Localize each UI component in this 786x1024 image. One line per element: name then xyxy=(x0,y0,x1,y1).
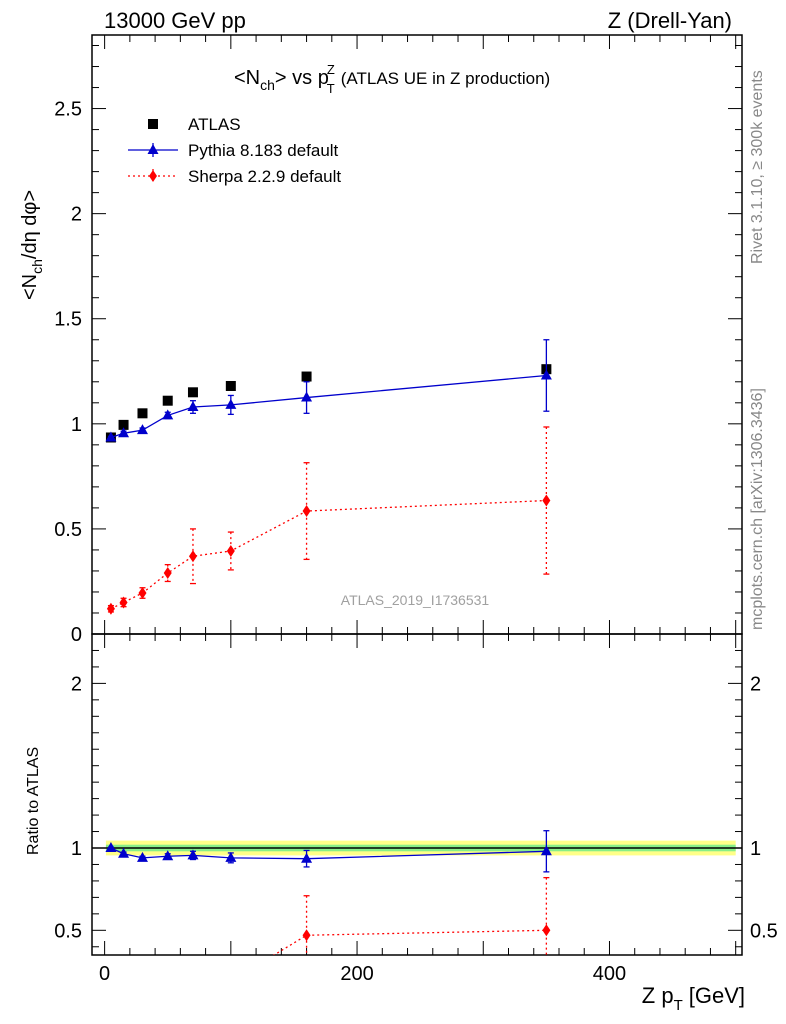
ratio-frame xyxy=(91,633,743,956)
y-tick-label: 0 xyxy=(71,624,82,646)
upper-point xyxy=(225,380,236,391)
legend-label: ATLAS xyxy=(188,115,241,134)
upper-point xyxy=(106,602,115,615)
upper-point xyxy=(542,494,551,507)
rivet-label: Rivet 3.1.10, ≥ 300k events xyxy=(749,70,766,264)
y-tick-label: 1.5 xyxy=(54,309,82,331)
ratio-point xyxy=(187,849,199,860)
ratio-point xyxy=(540,845,552,856)
y-tick-label: 2 xyxy=(71,204,82,226)
legend-label: Sherpa 2.2.9 default xyxy=(188,167,341,186)
upper-line-triangle xyxy=(110,374,547,439)
ratio-series-diamond xyxy=(272,876,551,955)
upper-point xyxy=(162,395,173,406)
legend-label: Pythia 8.183 default xyxy=(188,141,339,160)
upper-series-diamond xyxy=(106,426,551,615)
ratio-point xyxy=(105,842,117,852)
ratio-point xyxy=(542,924,551,937)
upper-point xyxy=(105,431,117,442)
x-tick-label: 200 xyxy=(340,963,373,985)
main-title: <Nch> vs pZ T(ATLAS UE in Z production) xyxy=(234,62,550,96)
legend-marker xyxy=(147,144,159,154)
ratio-y-tick-label-right: 1 xyxy=(750,838,761,860)
upper-panel: 0 0.5 1 1.5 2 2.5 xyxy=(54,34,743,646)
legend-marker xyxy=(148,119,158,129)
upper-point xyxy=(163,567,172,580)
upper-point xyxy=(162,409,174,420)
ratio-point xyxy=(118,847,130,858)
y-tick-label: 1 xyxy=(71,414,82,436)
x-tick-label: 400 xyxy=(593,963,626,985)
upper-point xyxy=(118,427,130,438)
ratio-point xyxy=(162,850,174,861)
upper-point xyxy=(137,408,148,419)
upper-point xyxy=(187,387,198,398)
upper-point xyxy=(187,401,199,412)
upper-point xyxy=(136,424,148,435)
upper-point xyxy=(119,596,128,609)
header-left: 13000 GeV pp xyxy=(104,8,246,33)
header-right: Z (Drell-Yan) xyxy=(608,8,732,33)
ratio-y-tick-label: 0.5 xyxy=(54,920,82,942)
upper-point xyxy=(138,587,147,600)
x-tick-label: 0 xyxy=(99,963,110,985)
ratio-y-tick-label-right: 0.5 xyxy=(750,920,778,942)
upper-series-square xyxy=(105,364,552,443)
ratio-y-tick-label-right: 2 xyxy=(750,673,761,695)
y-tick-label: 0.5 xyxy=(54,519,82,541)
upper-point xyxy=(225,398,237,409)
analysis-watermark: ATLAS_2019_I1736531 xyxy=(341,592,490,608)
ratio-point xyxy=(136,851,148,862)
upper-point xyxy=(188,550,197,563)
upper-series-triangle xyxy=(105,339,552,442)
legend: ATLAS Pythia 8.183 default Sherpa 2.2.9 de… xyxy=(128,115,341,186)
upper-point xyxy=(301,391,313,402)
ratio-point xyxy=(302,929,311,942)
upper-point xyxy=(301,371,312,382)
ratio-point xyxy=(301,852,313,863)
ratio-series-triangle xyxy=(105,830,552,873)
ratio-point xyxy=(225,851,237,862)
x-axis-label: Z pT [GeV] xyxy=(642,983,745,1014)
y-axis-label: <Nch/dη dφ> xyxy=(19,190,45,300)
mcplots-label: mcplots.cern.ch [arXiv:1306.3436] xyxy=(749,388,766,630)
legend-marker xyxy=(149,170,157,182)
upper-point xyxy=(226,544,235,557)
ratio-y-tick-label: 2 xyxy=(71,673,82,695)
ratio-y-tick-label: 1 xyxy=(71,838,82,860)
y-tick-label: 2.5 xyxy=(54,99,82,121)
ratio-panel: 0.5 0.5 1 1 2 2 0 200 400 xyxy=(54,633,778,985)
upper-point xyxy=(540,369,552,380)
upper-point xyxy=(118,419,129,430)
ratio-axis-label: Ratio to ATLAS xyxy=(25,747,42,855)
upper-point xyxy=(302,505,311,518)
